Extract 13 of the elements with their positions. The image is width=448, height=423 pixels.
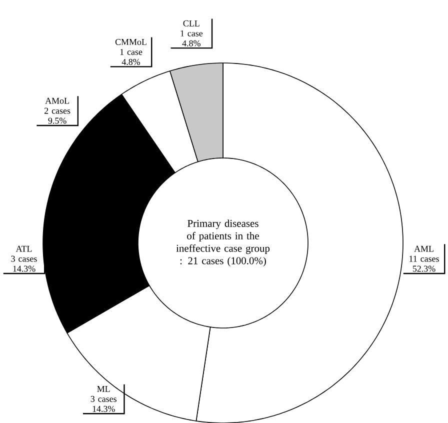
data-label: 3 cases 14.3% bbox=[11, 256, 37, 272]
slice-label: ATL bbox=[16, 246, 32, 252]
data-label: 2 cases 9.5% bbox=[44, 108, 70, 124]
text: Primary diseases of patients in the ineffective case group : 21 cases (100.0%) bbox=[176, 219, 270, 266]
data-label: 1 case 4.8% bbox=[180, 30, 203, 46]
data-label: 3 cases 14.3% bbox=[90, 396, 116, 412]
slice-label: ML bbox=[97, 386, 110, 392]
slice-label: AMoL bbox=[45, 98, 69, 104]
slice-label: CMMoL bbox=[115, 38, 146, 45]
data-label: 11 cases 52.3% bbox=[410, 256, 439, 272]
slice-label: CLL bbox=[183, 20, 200, 26]
slice-label: AML bbox=[414, 246, 434, 252]
data-label: 1 case 4.8% bbox=[120, 48, 142, 65]
